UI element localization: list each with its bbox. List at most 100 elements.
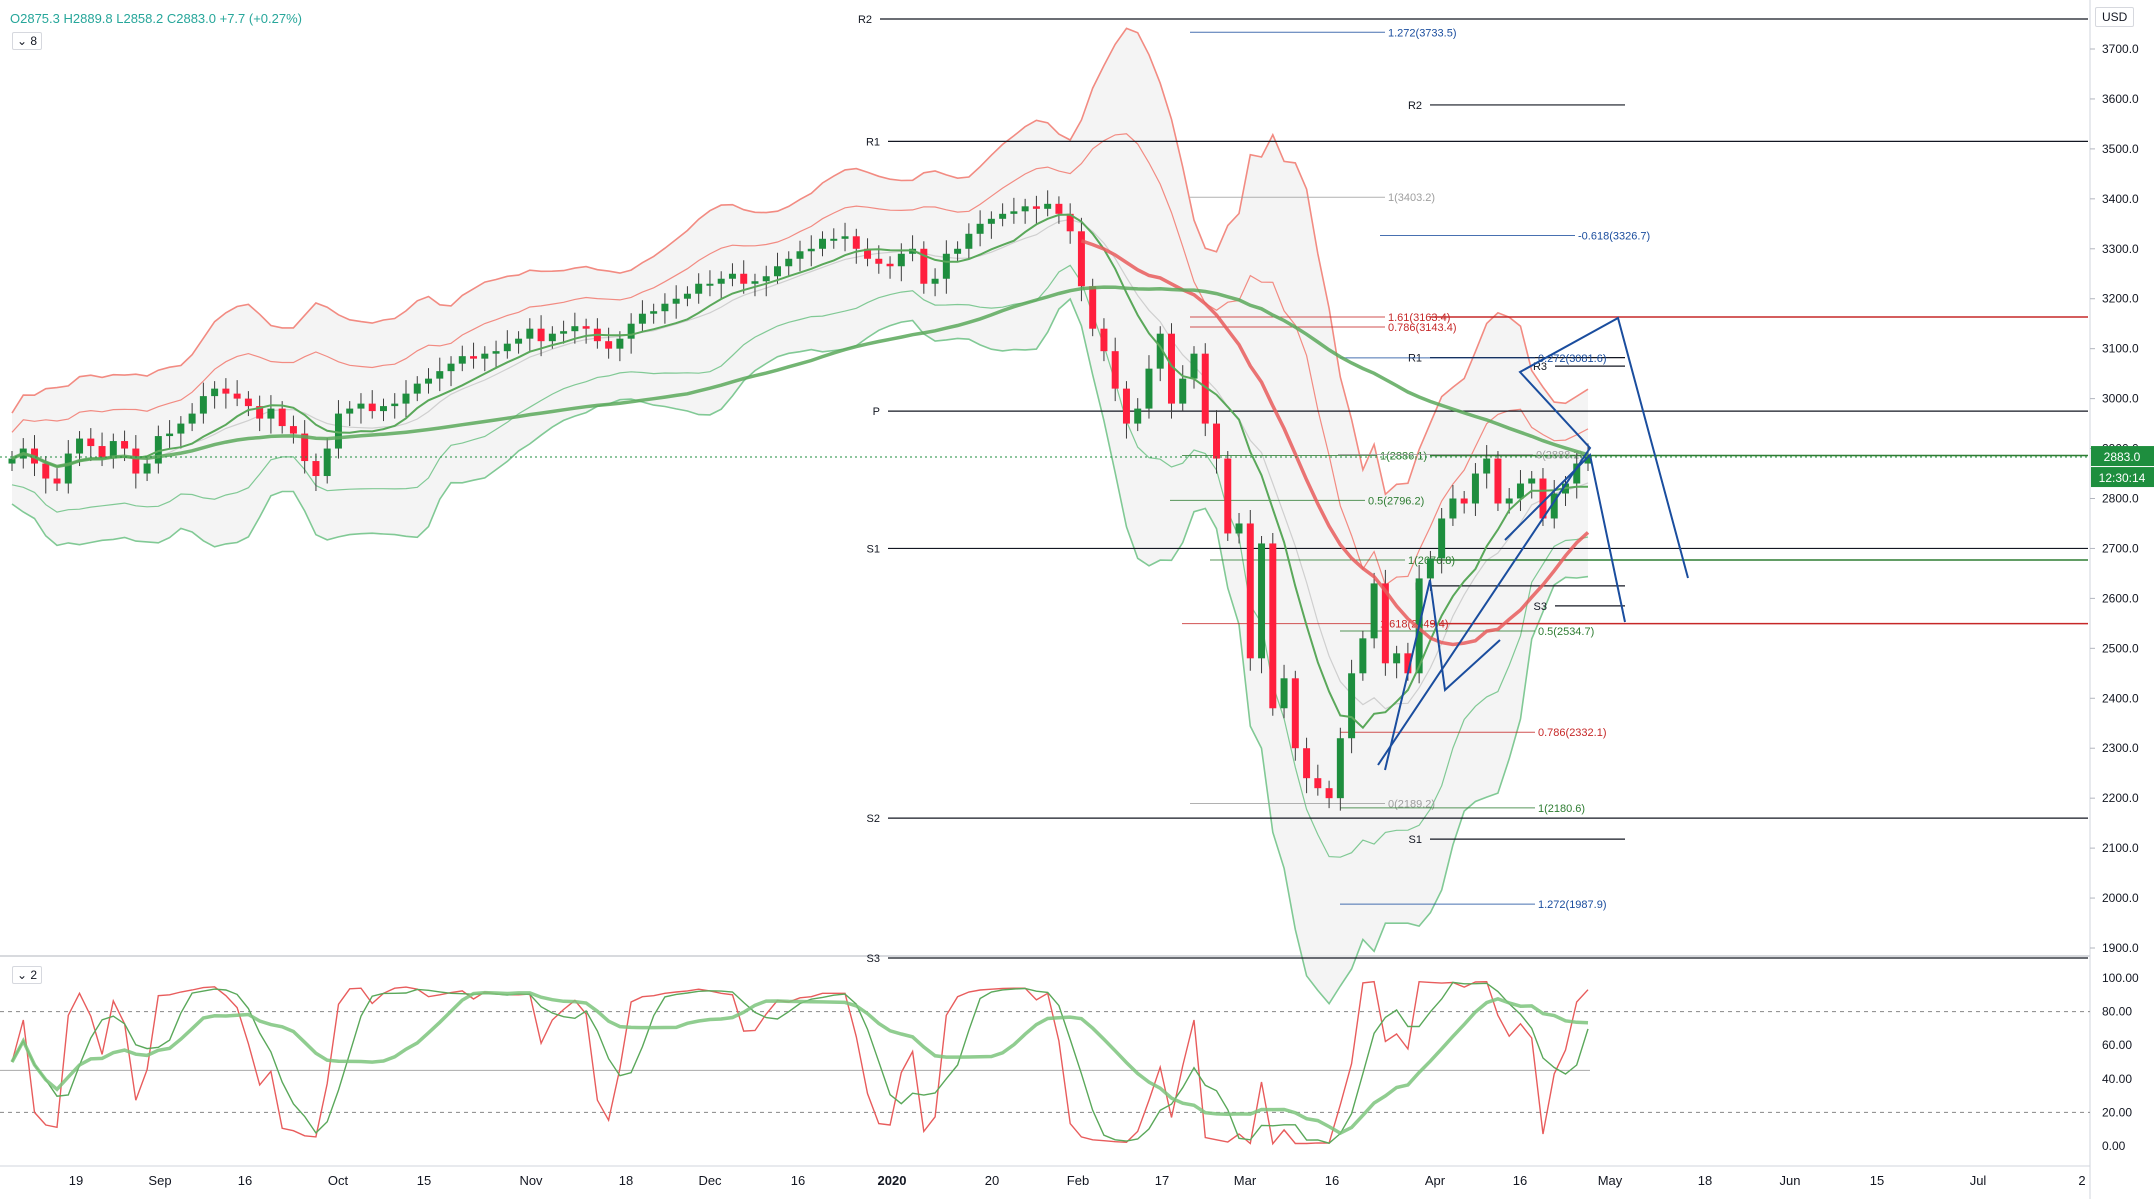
candle-body bbox=[447, 363, 455, 372]
candle-body bbox=[638, 313, 646, 324]
candle-body bbox=[571, 326, 579, 332]
osc-pane-legend-toggle[interactable]: ⌄ 2 bbox=[12, 966, 43, 984]
candle-body bbox=[841, 236, 849, 239]
candle-body bbox=[503, 343, 511, 352]
fib-label: 1(2886.1) bbox=[1380, 450, 1427, 462]
candle-body bbox=[1179, 378, 1187, 404]
candle-body bbox=[492, 351, 500, 354]
candle-body bbox=[1111, 351, 1119, 389]
candle-body bbox=[548, 333, 556, 342]
candle-body bbox=[1449, 498, 1457, 519]
chevron-down-icon: ⌄ bbox=[17, 34, 28, 48]
candle-body bbox=[796, 251, 804, 259]
candle-body bbox=[773, 266, 781, 277]
main-pane-badge: 8 bbox=[30, 34, 38, 48]
fib-label: 1(2180.6) bbox=[1538, 803, 1585, 815]
pivot-label: S1 bbox=[867, 543, 880, 555]
time-axis-label: 18 bbox=[1698, 1173, 1712, 1188]
candle-body bbox=[1021, 206, 1029, 212]
candle-body bbox=[1044, 203, 1052, 209]
price-tick-label: 2300.0 bbox=[2102, 741, 2139, 755]
time-axis-label: Nov bbox=[519, 1173, 543, 1188]
candlesticks bbox=[8, 190, 1592, 811]
candle-body bbox=[1089, 286, 1097, 329]
candle-body bbox=[425, 378, 433, 384]
candle-body bbox=[199, 396, 207, 414]
stoch-k-line bbox=[11, 980, 1589, 1146]
pivot-label: S1 bbox=[1409, 834, 1422, 846]
candle-body bbox=[852, 236, 860, 249]
candle-body bbox=[1190, 353, 1198, 379]
fib-label: 0(2888.2) bbox=[1536, 449, 1583, 461]
time-axis-label: 16 bbox=[791, 1173, 805, 1188]
time-axis-label: 18 bbox=[619, 1173, 633, 1188]
candle-body bbox=[1505, 498, 1513, 504]
price-tick-label: 3200.0 bbox=[2102, 292, 2139, 306]
candle-body bbox=[1336, 738, 1344, 799]
ma-short bbox=[11, 213, 1589, 730]
candle-body bbox=[244, 398, 252, 407]
fib-label: 1(3403.2) bbox=[1388, 192, 1435, 204]
band-fill bbox=[12, 28, 1588, 1004]
candle-body bbox=[875, 258, 883, 264]
price-tick-label: 1900.0 bbox=[2102, 941, 2139, 955]
upper-band-outer bbox=[11, 27, 1589, 496]
candle-body bbox=[143, 463, 151, 474]
candle-body bbox=[177, 423, 185, 434]
price-tick-label: 2600.0 bbox=[2102, 591, 2139, 605]
candle-body bbox=[830, 238, 838, 241]
time-axis-label: Feb bbox=[1067, 1173, 1089, 1188]
pivot-label: S3 bbox=[1534, 601, 1547, 613]
candle-body bbox=[740, 273, 748, 284]
candle-body bbox=[1100, 328, 1108, 352]
pivot-levels: R2R1PS1S2S3R2R1R3PS3S1 bbox=[858, 14, 2088, 965]
pivot-label: R1 bbox=[866, 136, 880, 148]
candle-body bbox=[695, 283, 703, 294]
time-axis-label: Sep bbox=[148, 1173, 171, 1188]
main-pane-legend-toggle[interactable]: ⌄ 8 bbox=[12, 32, 43, 50]
fib-levels: 1.272(3733.5) 1(3403.2) -0.618(3326.7) 1.61… bbox=[1170, 27, 1650, 911]
chevron-down-icon: ⌄ bbox=[17, 968, 28, 982]
candle-body bbox=[436, 371, 444, 379]
fib-label: -0.618(3326.7) bbox=[1578, 230, 1650, 242]
candle-body bbox=[379, 406, 387, 412]
candle-body bbox=[1077, 231, 1085, 287]
candle-body bbox=[470, 356, 478, 359]
candle-body bbox=[897, 253, 905, 267]
candle-body bbox=[1055, 203, 1063, 214]
fib-label: 1.272(1987.9) bbox=[1538, 899, 1607, 911]
time-axis-label: Dec bbox=[698, 1173, 722, 1188]
pivot-label: R3 bbox=[1533, 361, 1547, 373]
osc-tick-label: 40.00 bbox=[2102, 1072, 2132, 1086]
candle-body bbox=[1201, 353, 1209, 424]
price-tick-label: 2200.0 bbox=[2102, 791, 2139, 805]
candle-body bbox=[1269, 543, 1277, 709]
candle-body bbox=[121, 441, 129, 449]
candle-body bbox=[42, 463, 50, 479]
candle-body bbox=[481, 353, 489, 359]
candle-body bbox=[515, 338, 523, 344]
candle-body bbox=[1550, 493, 1558, 519]
candle-body bbox=[233, 393, 241, 399]
candle-body bbox=[323, 448, 331, 477]
price-tick-label: 3400.0 bbox=[2102, 192, 2139, 206]
candle-body bbox=[391, 403, 399, 407]
price-tick-label: 3500.0 bbox=[2102, 142, 2139, 156]
harmonic-pattern bbox=[1377, 316, 1689, 771]
candle-body bbox=[999, 213, 1007, 219]
candle-body bbox=[1381, 583, 1389, 664]
time-axis-label: Jul bbox=[1970, 1173, 1987, 1188]
candle-body bbox=[334, 413, 342, 449]
lower-band-inner bbox=[11, 264, 1589, 858]
fib-label: 0.786(2332.1) bbox=[1538, 727, 1607, 739]
price-tick-label: 2000.0 bbox=[2102, 891, 2139, 905]
stoch-d-line bbox=[11, 981, 1589, 1144]
last-price-label: 2883.0 bbox=[2104, 450, 2141, 464]
fib-label: 0.786(3143.4) bbox=[1388, 322, 1457, 334]
candle-body bbox=[1032, 206, 1040, 209]
countdown-label: 12:30:14 bbox=[2099, 471, 2146, 485]
currency-button[interactable]: USD bbox=[2095, 7, 2135, 27]
candle-body bbox=[526, 328, 534, 339]
candle-body bbox=[1303, 748, 1311, 779]
